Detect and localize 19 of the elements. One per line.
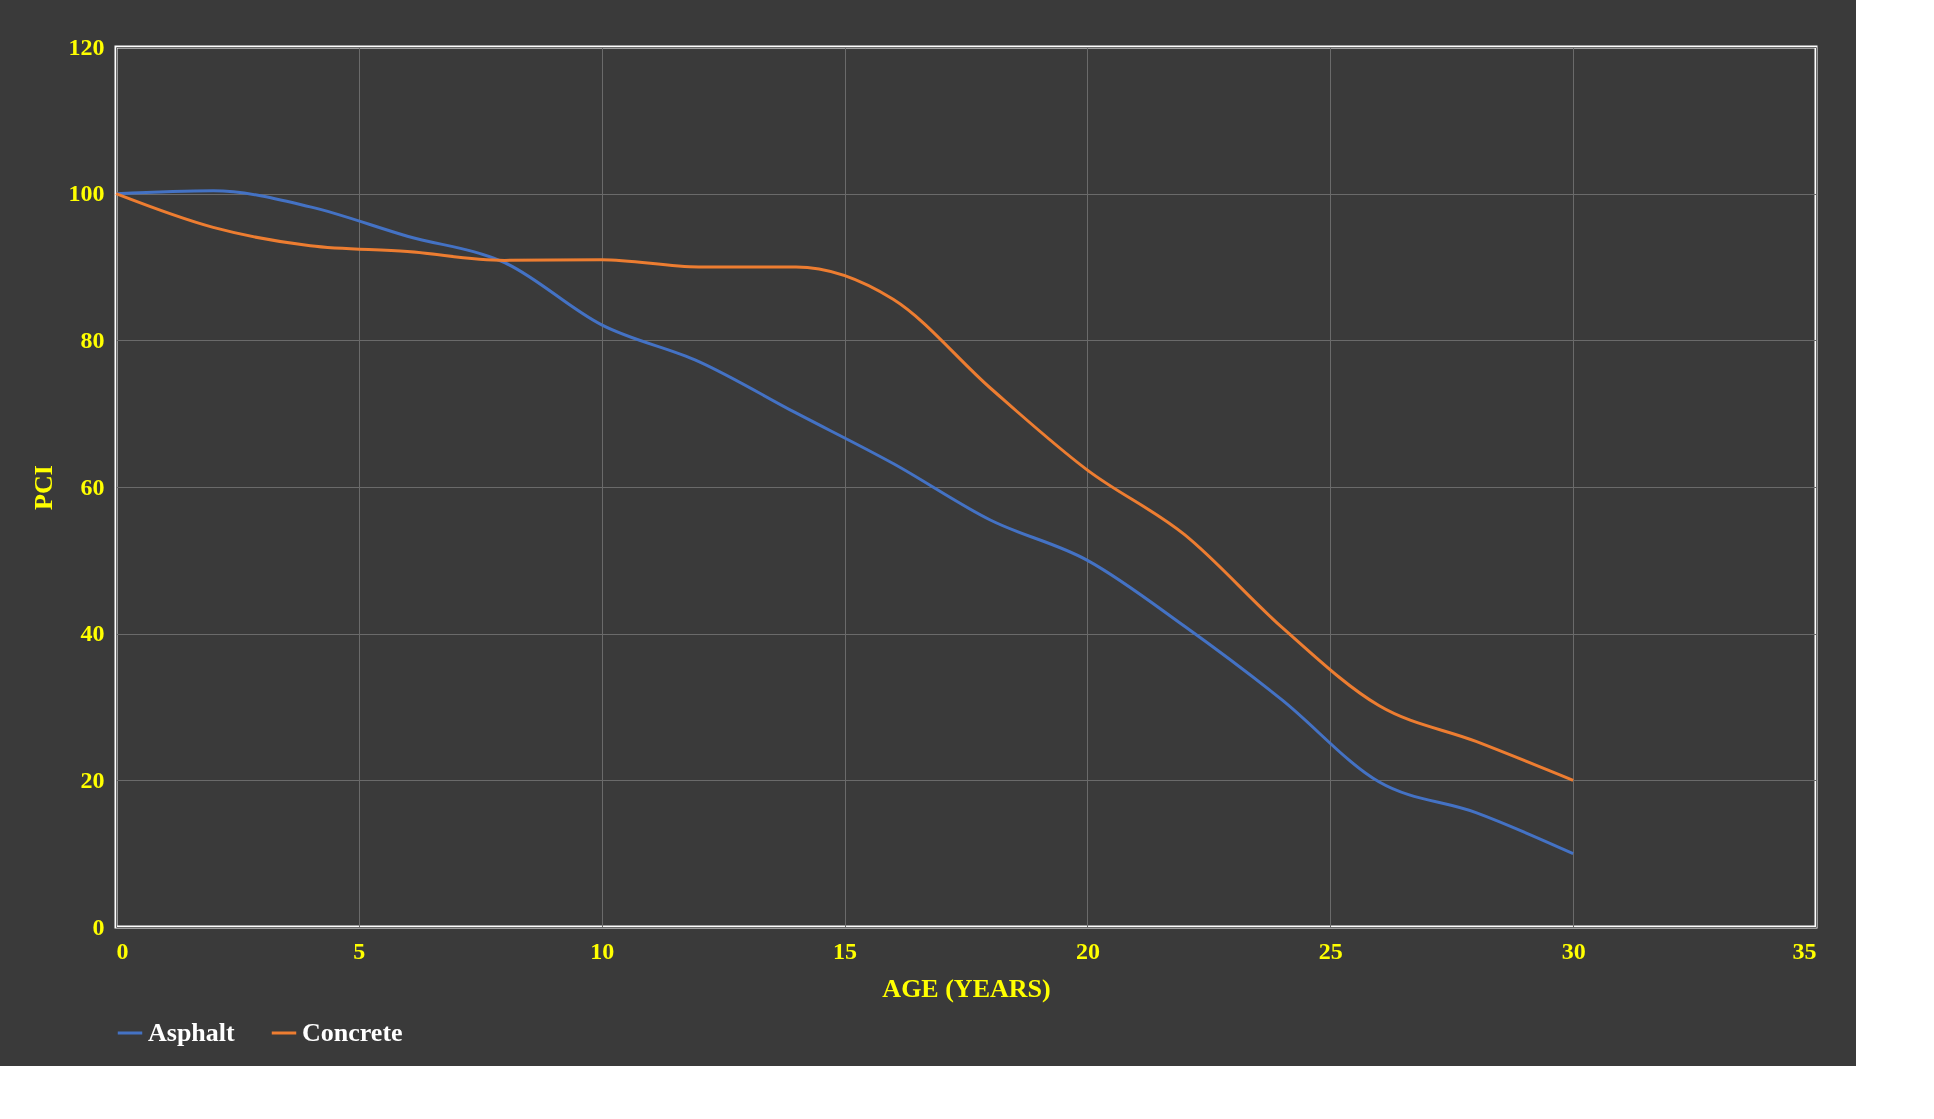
y-tick-label: 20 xyxy=(80,766,105,793)
x-tick-label: 15 xyxy=(833,937,858,964)
x-tick-label: 10 xyxy=(590,937,615,964)
y-tick-label: 80 xyxy=(80,326,105,353)
x-tick-label: 25 xyxy=(1318,937,1343,964)
y-tick-label: 60 xyxy=(80,473,105,500)
legend-label: Asphalt xyxy=(148,1018,236,1047)
y-tick-label: 100 xyxy=(68,180,105,207)
legend-label: Concrete xyxy=(302,1018,403,1047)
x-tick-label: 30 xyxy=(1561,937,1586,964)
y-tick-label: 0 xyxy=(92,913,105,940)
x-tick-label: 35 xyxy=(1792,937,1817,964)
x-axis-title: AGE (YEARS) xyxy=(882,973,1051,1003)
y-tick-label: 40 xyxy=(80,620,105,647)
x-tick-label: 5 xyxy=(353,937,366,964)
x-tick-label: 0 xyxy=(116,937,129,964)
y-axis-title: PCI xyxy=(28,465,58,510)
y-tick-label: 120 xyxy=(68,33,105,60)
x-tick-label: 20 xyxy=(1075,937,1100,964)
